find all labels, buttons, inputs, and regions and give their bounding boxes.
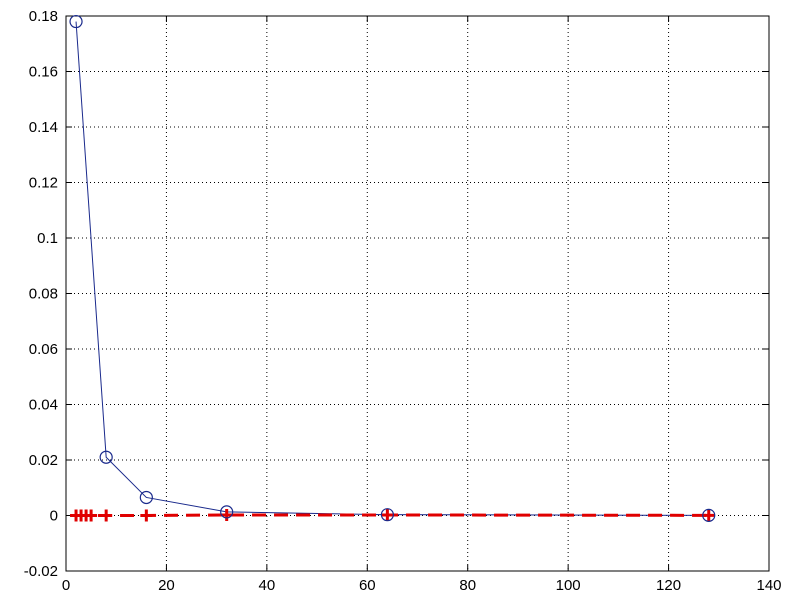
x-tick-label: 20 bbox=[158, 577, 175, 594]
y-tick-label: 0.18 bbox=[29, 8, 58, 25]
y-tick-label: 0.1 bbox=[37, 230, 58, 247]
y-tick-label: 0.08 bbox=[29, 286, 58, 303]
series-2-point bbox=[381, 508, 394, 521]
series-1-point bbox=[99, 450, 113, 464]
x-tick-label: 80 bbox=[459, 577, 476, 594]
series-2-point bbox=[702, 509, 715, 522]
x-tick-label: 0 bbox=[62, 577, 70, 594]
series-2-point bbox=[85, 509, 98, 522]
grid-lines bbox=[66, 16, 769, 571]
y-tick-label: 0.12 bbox=[29, 175, 58, 192]
series-2-point bbox=[100, 509, 113, 522]
y-tick-label: 0.14 bbox=[29, 119, 58, 136]
series-2-point bbox=[220, 508, 233, 521]
series-1-point bbox=[380, 508, 394, 522]
series-2-point bbox=[140, 509, 153, 522]
y-tick-label: 0.04 bbox=[29, 397, 58, 414]
series-1-point bbox=[220, 505, 234, 519]
y-tick-label: -0.02 bbox=[24, 563, 58, 580]
plot-background bbox=[66, 16, 769, 571]
y-axis-tick-labels: -0.02 0 0.02 0.04 0.06 0.08 0.1 0.12 0.14 0.16 0.1… bbox=[24, 8, 58, 580]
axis-ticks bbox=[65, 15, 770, 572]
y-tick-label: 0.06 bbox=[29, 341, 58, 358]
series-1-point bbox=[69, 14, 83, 29]
y-tick-label: 0 bbox=[50, 508, 58, 525]
series-1-point bbox=[702, 508, 716, 522]
series-1-point bbox=[139, 490, 153, 505]
x-tick-label: 40 bbox=[259, 577, 276, 594]
x-axis-tick-labels: 0 20 40 60 80 100 120 140 bbox=[62, 577, 782, 594]
x-tick-label: 140 bbox=[756, 577, 781, 594]
x-tick-label: 120 bbox=[656, 577, 681, 594]
y-tick-label: 0.02 bbox=[29, 452, 58, 469]
x-tick-label: 60 bbox=[359, 577, 376, 594]
data-series bbox=[69, 14, 716, 522]
y-tick-label: 0.16 bbox=[29, 64, 58, 81]
x-tick-label: 100 bbox=[556, 577, 581, 594]
